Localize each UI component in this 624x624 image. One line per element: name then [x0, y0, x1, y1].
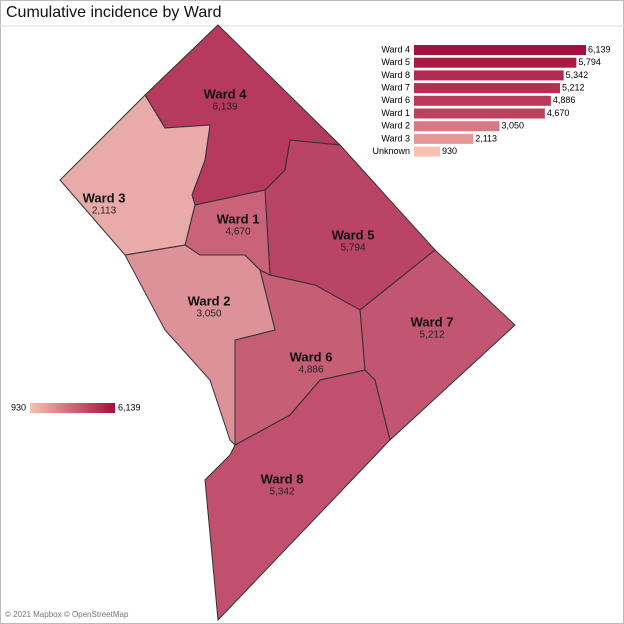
ward-value: 4,886 — [298, 365, 323, 376]
bar — [414, 121, 500, 132]
bar — [414, 70, 564, 81]
bar-category: Ward 2 — [381, 121, 410, 131]
ward-value: 5,342 — [269, 487, 294, 498]
bar — [414, 83, 561, 94]
bar — [414, 146, 441, 157]
ward-name: Ward 8 — [261, 471, 304, 486]
legend-min: 930 — [11, 402, 26, 412]
bar — [414, 133, 474, 144]
bar-category: Ward 3 — [381, 133, 410, 143]
bar-category: Ward 7 — [381, 82, 410, 92]
bar-category: Ward 5 — [381, 57, 410, 67]
bar-value-label: 4,670 — [547, 108, 570, 118]
bar-value-label: 5,342 — [566, 70, 589, 80]
ward-region[interactable] — [124, 244, 276, 447]
ward-value: 5,212 — [419, 330, 444, 341]
ward-name: Ward 3 — [83, 190, 126, 205]
bar-chart: Ward 4 6,139 Ward 5 5,794 Ward 8 5,342 Ward 7 5… — [372, 44, 611, 157]
ward-value: 4,670 — [225, 227, 250, 238]
ward-value: 5,794 — [340, 243, 365, 254]
bar-value-label: 4,886 — [553, 95, 576, 105]
bar-value-label: 930 — [442, 146, 457, 156]
bar — [414, 57, 577, 68]
bar-category: Unknown — [372, 146, 410, 156]
ward-value: 3,050 — [196, 309, 221, 320]
bar-category: Ward 6 — [381, 95, 410, 105]
bar-value-label: 5,212 — [562, 82, 585, 92]
ward-name: Ward 4 — [204, 86, 248, 101]
bar-category: Ward 1 — [381, 108, 410, 118]
bar-value-label: 2,113 — [475, 133, 497, 143]
ward-region[interactable] — [359, 249, 516, 441]
ward-name: Ward 1 — [217, 211, 260, 226]
ward-value: 6,139 — [212, 102, 237, 113]
ward-region[interactable] — [59, 94, 211, 256]
bar — [414, 95, 551, 106]
bar-category: Ward 8 — [381, 70, 410, 80]
ward-name: Ward 2 — [188, 293, 231, 308]
attribution: © 2021 Mapbox © OpenStreetMap — [5, 610, 129, 619]
legend-max: 6,139 — [118, 402, 141, 412]
bar-value-label: 3,050 — [501, 121, 524, 131]
map: Ward 4 6,139 Ward 5 5,794 Ward 8 5,342 W… — [59, 24, 516, 622]
bar — [414, 45, 586, 55]
bar-value-label: 6,139 — [588, 44, 611, 54]
legend-scale — [30, 403, 115, 413]
ward-value: 2,113 — [92, 206, 117, 217]
bar — [414, 108, 545, 119]
ward-name: Ward 6 — [290, 349, 333, 364]
bar-value-label: 5,794 — [578, 57, 601, 67]
ward-name: Ward 7 — [411, 314, 454, 329]
ward-name: Ward 5 — [332, 227, 375, 242]
title: Cumulative incidence by Ward — [6, 4, 222, 21]
bar-category: Ward 4 — [381, 44, 410, 54]
